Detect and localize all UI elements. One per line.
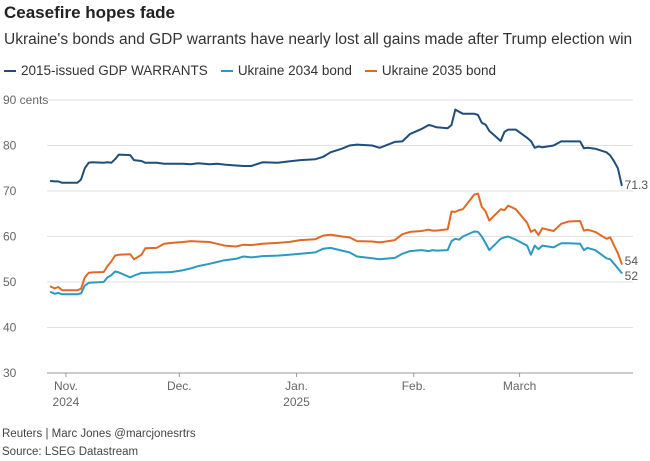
- series-end-label: 54: [625, 254, 639, 268]
- y-tick-label: 80: [3, 139, 17, 153]
- series-line-2: [49, 192, 623, 292]
- y-tick-label: 50: [3, 275, 17, 289]
- legend-swatch-2035-bond: [364, 69, 377, 72]
- x-tick-label: Nov.: [54, 379, 78, 393]
- legend-label-2034-bond: Ukraine 2034 bond: [237, 63, 352, 78]
- source-line: Source: LSEG Datastream: [2, 446, 139, 458]
- y-tick-label: 30: [3, 366, 17, 380]
- x-tick-label: Dec.: [167, 379, 192, 393]
- legend-item-gdp-warrants: 2015-issued GDP WARRANTS: [4, 63, 208, 78]
- series-end-label: 52: [625, 269, 639, 283]
- y-tick-label: 70: [3, 184, 17, 198]
- legend-item-2034-bond: Ukraine 2034 bond: [220, 63, 352, 78]
- x-tick-label: Jan.: [285, 379, 308, 393]
- legend-label-gdp-warrants: 2015-issued GDP WARRANTS: [21, 63, 208, 78]
- y-tick-label: 60: [3, 230, 17, 244]
- series-end-label: 71.3: [625, 178, 649, 192]
- y-tick-label: 90 cents: [3, 93, 48, 107]
- legend-swatch-2034-bond: [220, 69, 233, 72]
- x-tick-label: Feb.: [402, 379, 426, 393]
- x-tick-year-label: 2024: [53, 395, 80, 409]
- legend-item-2035-bond: Ukraine 2035 bond: [364, 63, 496, 78]
- x-tick-year-label: 2025: [283, 395, 310, 409]
- series-line-0: [49, 108, 623, 187]
- chart-title: Ceasefire hopes fade: [4, 3, 176, 22]
- series-line-1: [49, 230, 623, 296]
- credit-line: Reuters | Marc Jones @marcjonesrtrs: [2, 428, 196, 440]
- legend-label-2035-bond: Ukraine 2035 bond: [381, 63, 496, 78]
- legend-swatch-gdp-warrants: [4, 69, 16, 72]
- x-tick-label: March: [503, 379, 536, 393]
- legend: 2015-issued GDP WARRANTS Ukraine 2034 bo…: [4, 63, 509, 78]
- y-tick-label: 40: [3, 321, 17, 335]
- chart-subtitle: Ukraine's bonds and GDP warrants have ne…: [4, 31, 633, 48]
